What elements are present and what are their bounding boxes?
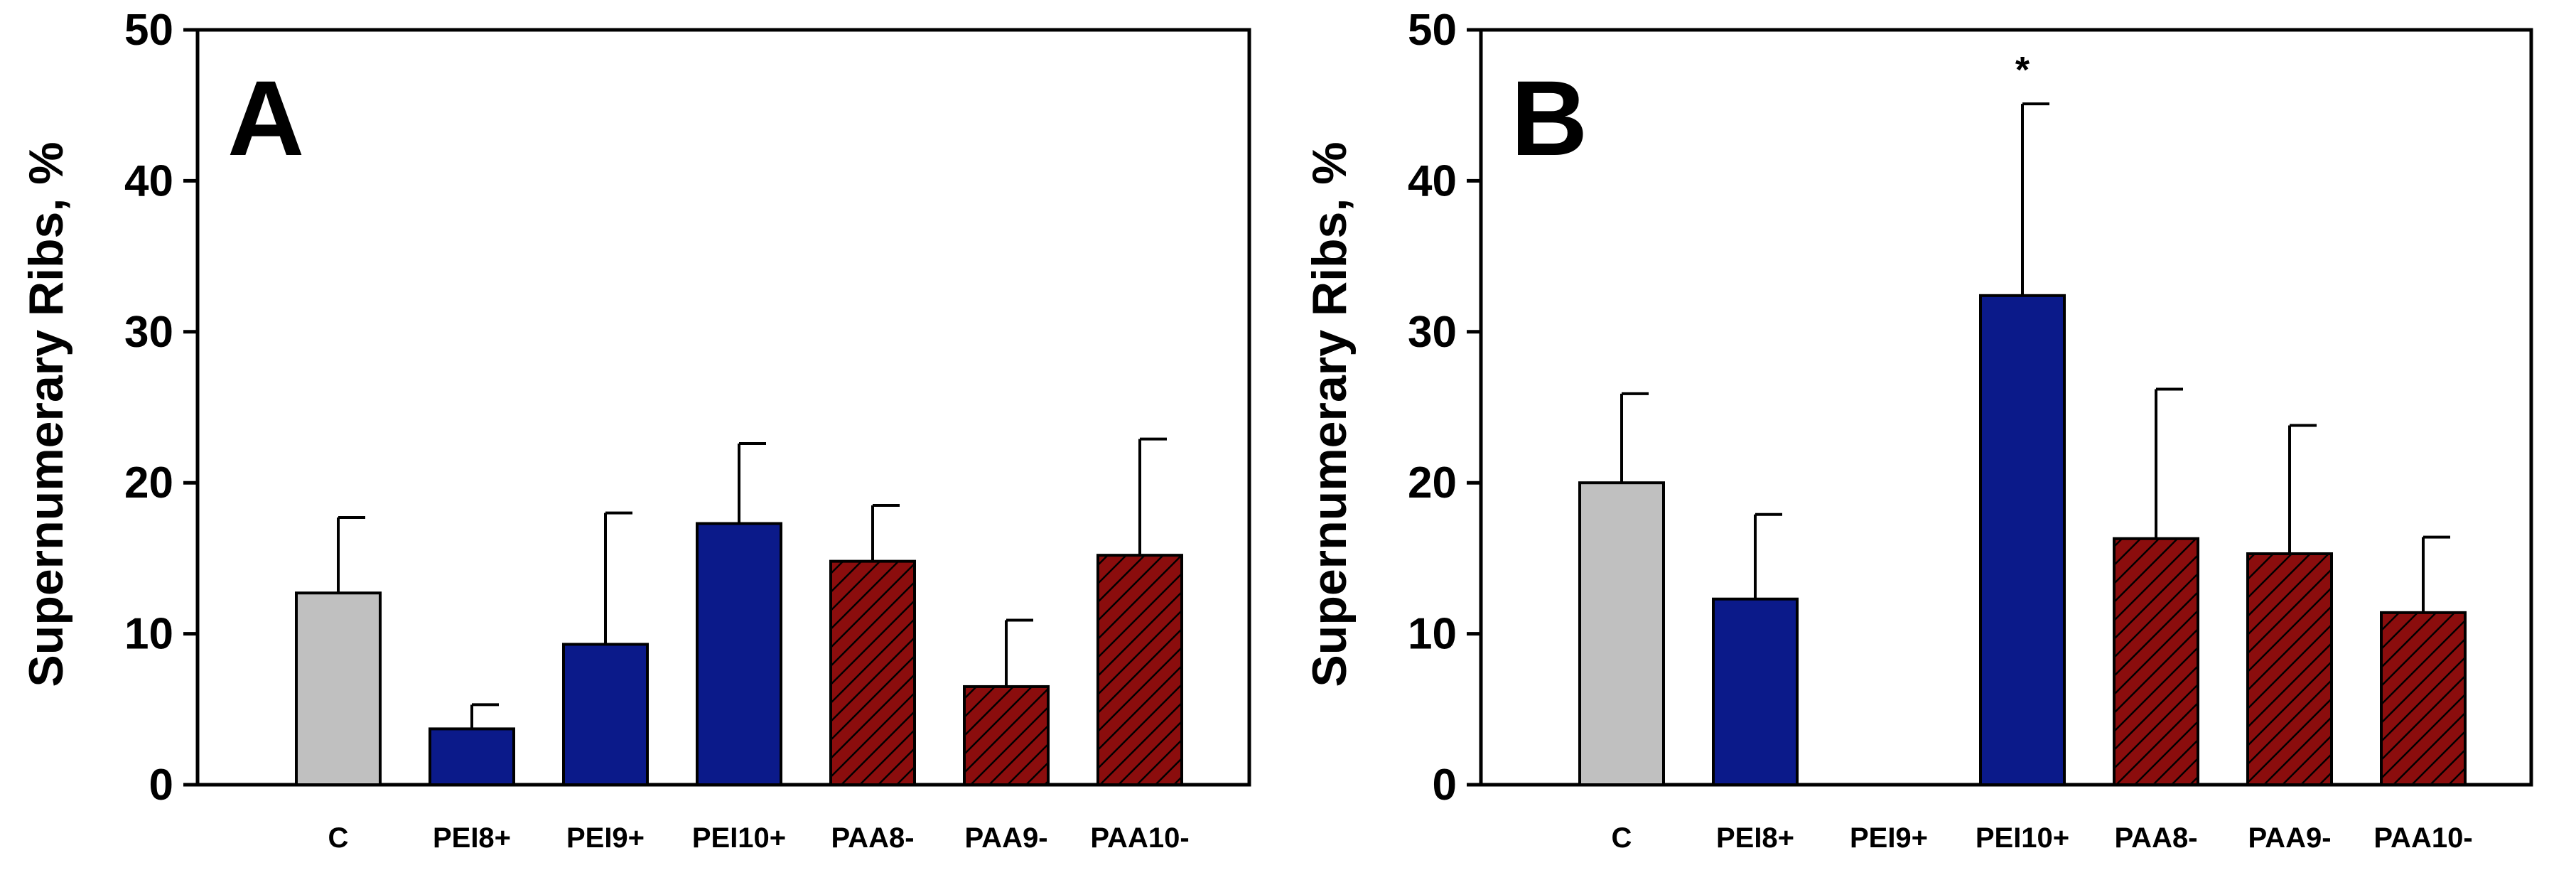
y-tick-label: 40 bbox=[1408, 156, 1457, 205]
y-axis-label: Supernumerary Ribs, % bbox=[19, 141, 73, 687]
bar-paa9 bbox=[2246, 552, 2333, 786]
bar-pei9 bbox=[562, 643, 649, 787]
y-tick-label: 40 bbox=[124, 156, 173, 205]
category-label: PAA8- bbox=[831, 822, 914, 854]
category-label: C bbox=[328, 822, 349, 854]
y-tick-label: 20 bbox=[124, 458, 173, 508]
y-tick-label: 50 bbox=[1408, 6, 1457, 55]
bar-paa10 bbox=[1096, 554, 1183, 786]
y-tick-label: 0 bbox=[1433, 761, 1457, 810]
bar-pei8 bbox=[1712, 597, 1799, 786]
panel-label: A bbox=[227, 58, 304, 178]
bar-c bbox=[1578, 481, 1665, 786]
category-label: PAA10- bbox=[2373, 822, 2472, 854]
y-tick-label: 10 bbox=[1408, 610, 1457, 659]
bar-paa8 bbox=[829, 559, 916, 786]
bar-pei10 bbox=[1979, 294, 2066, 787]
y-tick-label: 50 bbox=[124, 6, 173, 55]
category-label: C bbox=[1612, 822, 1632, 854]
category-label: PEI8+ bbox=[433, 822, 511, 854]
category-label: PAA10- bbox=[1090, 822, 1189, 854]
category-label: PAA9- bbox=[2248, 822, 2331, 854]
bar-paa8 bbox=[2113, 537, 2199, 787]
y-axis-label: Supernumerary Ribs, % bbox=[1303, 141, 1357, 687]
category-label: PEI8+ bbox=[1716, 822, 1794, 854]
y-tick-label: 10 bbox=[124, 610, 173, 659]
category-label: PEI10+ bbox=[692, 822, 786, 854]
y-tick-label: 20 bbox=[1408, 458, 1457, 508]
y-tick-label: 30 bbox=[1408, 308, 1457, 357]
category-label: PEI10+ bbox=[1976, 822, 2069, 854]
bar-c bbox=[295, 591, 382, 786]
category-label: PAA8- bbox=[2114, 822, 2197, 854]
panel-label: B bbox=[1511, 58, 1588, 178]
bar-pei8 bbox=[429, 727, 515, 786]
chart-panel-a: 0 10 20 30 40 50 Supernumerary Ribs, % A C PEI8+ P… bbox=[19, 6, 1251, 854]
bar-pei10 bbox=[696, 522, 782, 786]
bar-paa10 bbox=[2380, 611, 2467, 787]
bar-paa9 bbox=[963, 685, 1050, 786]
category-label: PAA9- bbox=[964, 822, 1047, 854]
y-tick-label: 30 bbox=[124, 308, 173, 357]
significance-marker: * bbox=[2015, 50, 2030, 91]
y-tick-label: 0 bbox=[149, 761, 173, 810]
chart-panel-b: 0 10 20 30 40 50 Supernumerary Ribs, % B C PEI8+ P… bbox=[1303, 6, 2533, 854]
category-label: PEI9+ bbox=[566, 822, 645, 854]
category-label: PEI9+ bbox=[1850, 822, 1928, 854]
